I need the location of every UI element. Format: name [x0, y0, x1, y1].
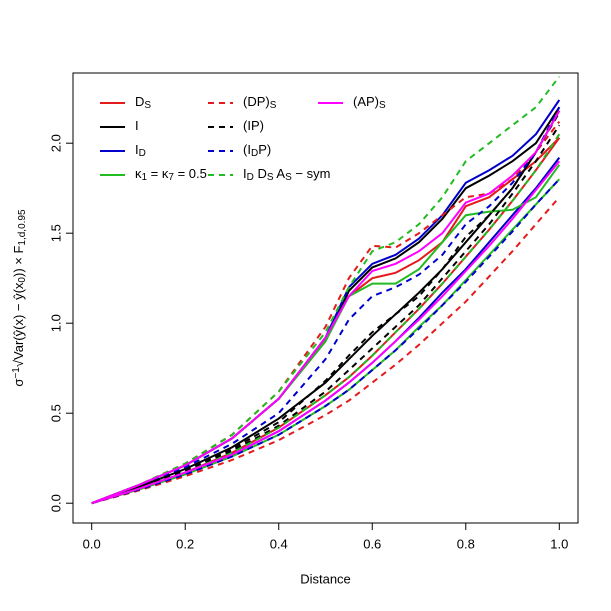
text-part: D [139, 148, 146, 159]
legend-label: (DP)S [243, 94, 277, 111]
series-line [91, 196, 561, 505]
series-line [91, 110, 561, 505]
x-tick-label: 0.0 [83, 536, 101, 551]
series-line [91, 99, 561, 505]
text-part: (IP) [243, 118, 264, 133]
legend-label: DS [135, 94, 151, 111]
series-line [91, 178, 561, 505]
text-part: σ [11, 379, 26, 387]
legend-label: ID [135, 142, 146, 159]
x-tick-label: 0.6 [363, 536, 381, 551]
series-line [91, 120, 561, 505]
plot-frame [72, 72, 579, 524]
legend-label: (IDP) [243, 142, 271, 159]
series-line [91, 133, 561, 505]
text-part: (DP) [243, 94, 270, 109]
text-part: P) [258, 142, 271, 157]
x-tick-label: 0.2 [176, 536, 194, 551]
x-tick-label: 0.4 [270, 536, 288, 551]
y-tick-label: 1.5 [48, 224, 63, 242]
y-tick-label: 0.5 [48, 404, 63, 422]
legend-label: (IP) [243, 118, 264, 133]
text-part: S [379, 100, 386, 111]
legend-label: (AP)S [353, 94, 386, 111]
y-tick-label: 2.0 [48, 134, 63, 152]
text-part: (I [243, 142, 251, 157]
text-part: S [285, 172, 292, 183]
series-line [91, 124, 561, 505]
text-part: (AP) [353, 94, 379, 109]
legend-label: κ1 = κ7 = 0.5 [135, 166, 207, 183]
text-part: S [270, 100, 277, 111]
text-part: κ [135, 166, 142, 181]
text-part: I [243, 166, 247, 181]
text-part: 1,d,0.95 [17, 209, 28, 246]
text-part: = 0.5 [174, 166, 207, 181]
series-line [91, 75, 561, 505]
y-tick-label: 0.0 [48, 494, 63, 512]
text-part: 7 [168, 172, 174, 183]
legend-label: ID DS AS − sym [243, 166, 330, 183]
text-part: 0 [17, 277, 28, 283]
text-part: I [135, 142, 139, 157]
legend-label: I [135, 118, 139, 133]
series-line [91, 106, 561, 505]
x-tick-label: 1.0 [550, 536, 568, 551]
text-part: )) × F [11, 246, 26, 277]
text-part: D [254, 166, 267, 181]
x-tick-label: 0.8 [457, 536, 475, 551]
text-part: S [144, 100, 151, 111]
text-part: √ [11, 359, 26, 367]
text-part: −1 [11, 367, 22, 379]
text-part: D [135, 94, 144, 109]
text-part: D [247, 172, 254, 183]
y-axis-label: σ−1√Var(ŷ(x) − ŷ(x0)) × F1,d,0.95 [11, 209, 28, 387]
text-part: D [251, 148, 258, 159]
y-tick-label: 1.0 [48, 314, 63, 332]
text-part: A [274, 166, 286, 181]
text-part: − sym [292, 166, 331, 181]
text-part: 1 [142, 172, 148, 183]
text-part: I [135, 118, 139, 133]
text-part: = κ [147, 166, 169, 181]
series-line [91, 160, 561, 505]
text-part: Var(ŷ(x) − ŷ(x [11, 282, 26, 360]
x-axis-label: Distance [300, 571, 351, 586]
series-line [91, 112, 561, 505]
text-part: S [267, 172, 274, 183]
